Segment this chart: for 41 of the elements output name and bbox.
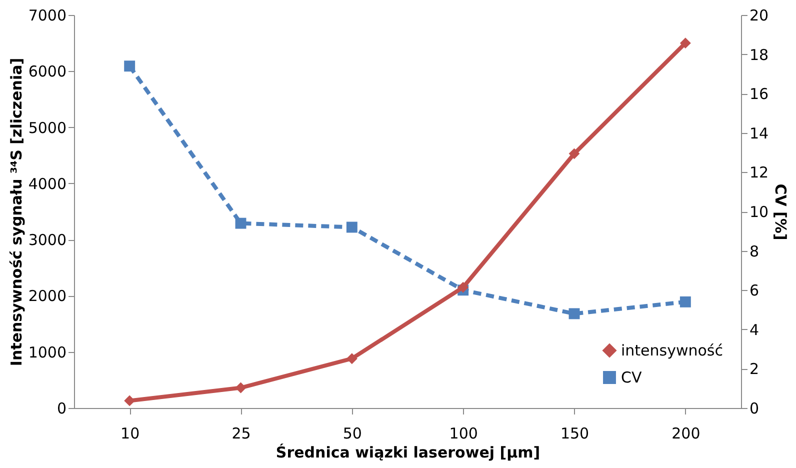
y-tick-label: 1000 — [28, 343, 66, 362]
point — [680, 38, 691, 49]
point — [568, 308, 580, 320]
y2-tick-label: 10 — [750, 203, 769, 221]
point — [124, 395, 136, 406]
point — [680, 296, 691, 308]
y-tick-label: 3000 — [28, 231, 66, 250]
y2-tick-label: 0 — [750, 400, 760, 418]
y2-tick-label: 2 — [750, 360, 760, 378]
y-tick-label: 6000 — [28, 62, 66, 81]
x-tick-label: 10 — [120, 424, 140, 442]
y2-tick-label: 8 — [750, 242, 760, 260]
y2-axis-title: CV [%] — [772, 184, 790, 240]
y-tick-label: 5000 — [28, 118, 66, 137]
y2-tick-label: 14 — [750, 124, 769, 142]
point — [124, 60, 136, 72]
y-tick-label: 0 — [56, 400, 66, 418]
y2-tick-label: 16 — [750, 85, 769, 104]
point — [235, 382, 246, 394]
point — [458, 282, 469, 293]
legend-label: CV — [621, 368, 642, 386]
x-tick-label: 50 — [342, 424, 362, 442]
point — [346, 222, 358, 233]
x-tick-label: 200 — [672, 424, 700, 442]
legend-label: intensywność — [621, 342, 723, 360]
y2-tick-label: 6 — [750, 282, 760, 300]
x-axis-title: Średnica wiązki laserowej [µm] — [276, 444, 540, 462]
point — [346, 353, 358, 364]
point — [235, 218, 246, 229]
point — [568, 148, 580, 160]
y-tick-label: 2000 — [28, 287, 66, 306]
x-tick-label: 150 — [560, 424, 590, 442]
y-axis-title: Intensywność sygnału ³⁴S [zliczenia] — [7, 58, 26, 366]
y-tick-label: 4000 — [28, 174, 66, 193]
y2-tick-label: 18 — [750, 46, 769, 64]
y2-tick-label: 12 — [750, 164, 769, 182]
y2-tick-label: 20 — [750, 6, 769, 24]
x-tick-label: 100 — [449, 424, 478, 442]
y2-tick-label: 4 — [750, 320, 760, 339]
x-tick-label: 25 — [232, 424, 251, 442]
y-tick-label: 7000 — [28, 6, 66, 24]
